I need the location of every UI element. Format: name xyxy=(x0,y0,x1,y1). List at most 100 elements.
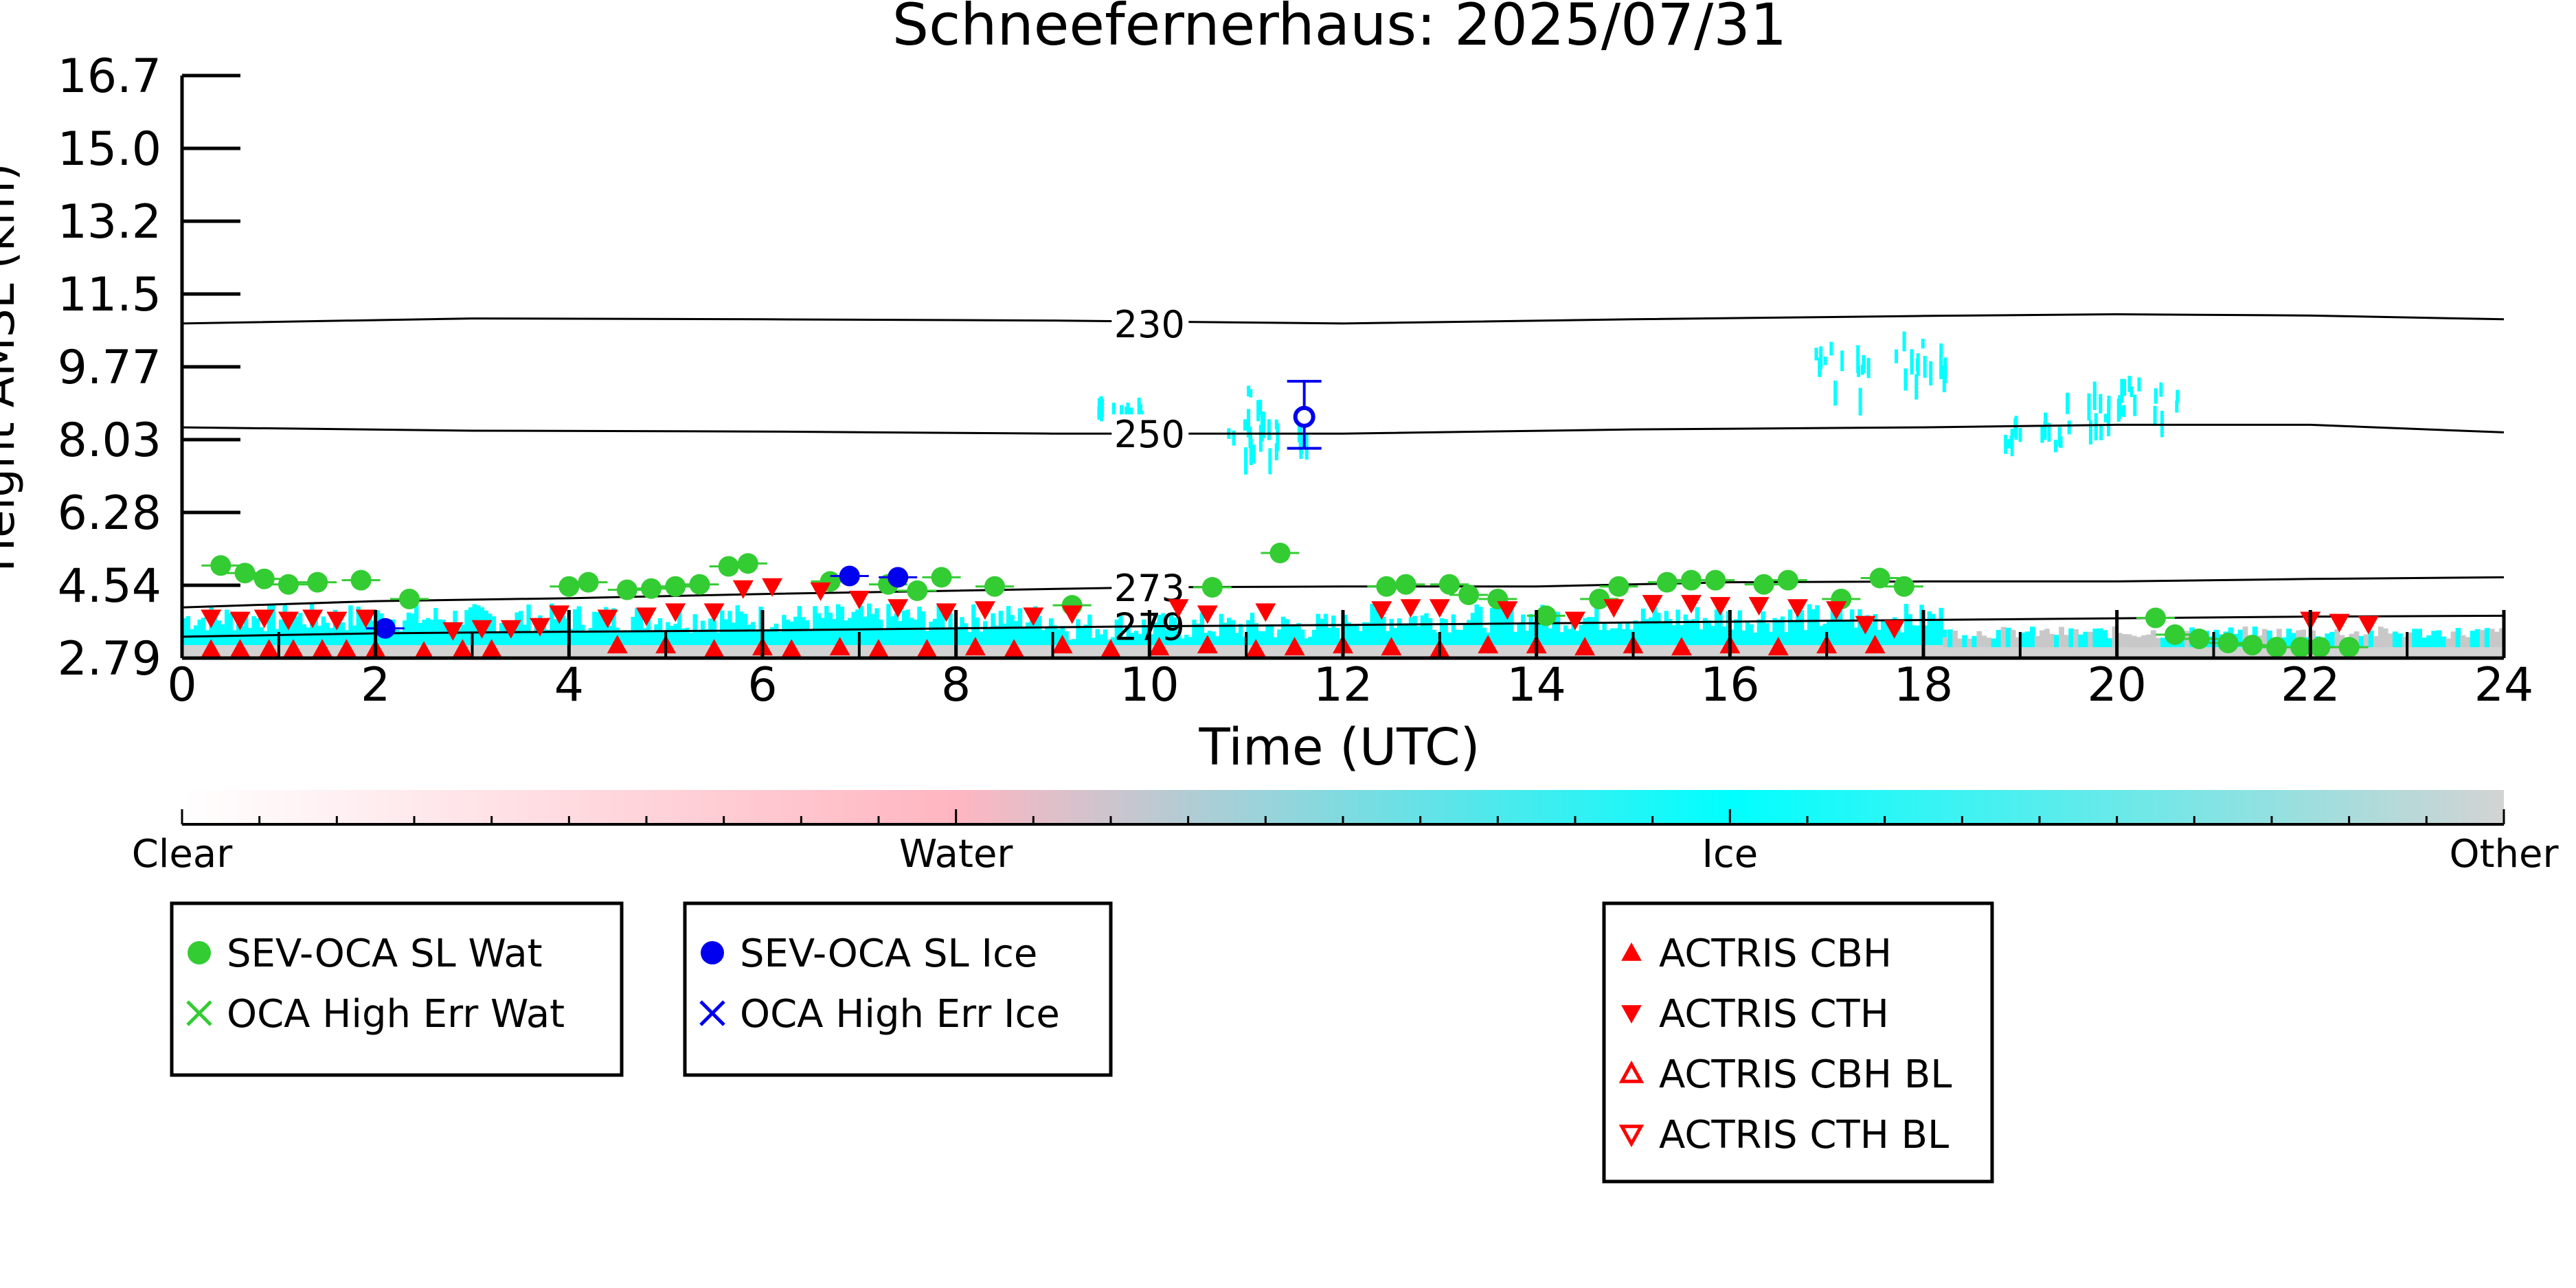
ice-column xyxy=(1838,607,1843,646)
cloud-column xyxy=(2097,628,2103,648)
ice-column xyxy=(1633,620,1638,646)
data-point xyxy=(1710,597,1731,616)
upper-ice-cloud xyxy=(1297,418,1301,442)
ice-column xyxy=(1142,619,1146,646)
upper-ice-cloud xyxy=(1276,423,1280,451)
ice-column xyxy=(778,631,782,646)
ice-column xyxy=(936,603,941,646)
ice-column xyxy=(1787,609,1793,646)
upper-ice-cloud xyxy=(1097,406,1101,420)
data-point xyxy=(336,639,357,658)
ice-column xyxy=(1118,615,1123,646)
ice-column xyxy=(1335,628,1340,646)
ice-column xyxy=(580,624,585,646)
ice-column xyxy=(352,625,357,646)
cloud-column xyxy=(2116,633,2123,648)
ice-column xyxy=(1416,626,1421,646)
cloud-column xyxy=(2460,635,2466,648)
ice-column xyxy=(886,604,891,646)
ice-column xyxy=(1761,611,1765,646)
contour-label: 250 xyxy=(1114,413,1185,456)
cloud-column xyxy=(2156,637,2161,648)
data-point xyxy=(703,639,725,658)
ice-column xyxy=(522,624,528,646)
data-point xyxy=(848,591,870,610)
ice-column xyxy=(1412,615,1417,646)
cloud-column xyxy=(2388,633,2393,648)
ice-column xyxy=(1354,625,1359,646)
x-tick-label: 24 xyxy=(2474,658,2534,712)
ice-column xyxy=(1815,605,1820,646)
data-point xyxy=(1458,584,1480,605)
data-point xyxy=(2165,624,2186,645)
ice-column xyxy=(1304,638,1309,646)
ice-column xyxy=(1780,616,1785,646)
upper-ice-cloud xyxy=(1856,345,1860,374)
ice-column xyxy=(666,622,670,646)
ice-column xyxy=(1091,637,1096,646)
ice-column xyxy=(1927,611,1932,646)
contour-line xyxy=(181,576,2505,609)
colorbar: Clear Water Ice Other xyxy=(132,790,2559,877)
data-point xyxy=(2189,628,2210,649)
series-actris-cth xyxy=(201,578,2379,641)
ice-column xyxy=(216,620,222,646)
ice-column xyxy=(1242,637,1247,646)
upper-ice-cloud xyxy=(1099,396,1103,409)
cloud-column xyxy=(2465,637,2471,648)
ice-column xyxy=(1451,614,1456,646)
ice-column xyxy=(1555,611,1561,646)
ice-column xyxy=(1749,624,1754,646)
data-point xyxy=(1608,576,1629,597)
data-point xyxy=(1061,605,1083,624)
ice-column xyxy=(491,616,497,646)
ice-column xyxy=(495,631,500,646)
upper-ice-cloud xyxy=(2107,400,2111,422)
ice-column xyxy=(669,625,675,646)
legend-entry: OCA High Err Ice xyxy=(699,992,1060,1037)
ice-column xyxy=(905,609,910,646)
ice-column xyxy=(1884,621,1890,646)
ice-column xyxy=(468,607,473,646)
upper-ice-cloud xyxy=(2120,379,2124,403)
cloud-column xyxy=(2088,631,2094,648)
data-point xyxy=(636,607,657,626)
upper-ice-cloud xyxy=(2043,421,2047,440)
upper-ice-cloud xyxy=(1120,405,1124,417)
upper-ice-cloud xyxy=(2123,379,2127,396)
ice-column xyxy=(1161,613,1166,646)
ice-column xyxy=(224,609,229,646)
ice-column xyxy=(1822,623,1827,646)
ice-column xyxy=(971,604,976,646)
cloud-column xyxy=(2368,630,2374,648)
ice-column xyxy=(1219,613,1224,646)
ice-column xyxy=(1784,632,1789,646)
cloud-column xyxy=(2417,629,2422,648)
x-tick-label: 20 xyxy=(2087,658,2147,712)
data-point xyxy=(964,637,986,656)
ice-column xyxy=(228,613,233,646)
legend-marker xyxy=(188,941,211,964)
ice-column xyxy=(1559,632,1564,646)
cloud-column xyxy=(1996,630,2002,648)
ice-column xyxy=(917,607,922,646)
legend-entry: ACTRIS CTH xyxy=(1621,992,1889,1037)
ice-column xyxy=(1675,609,1680,646)
ice-column xyxy=(1227,618,1232,646)
ice-column xyxy=(1041,630,1046,646)
ice-column xyxy=(611,608,616,646)
cloud-column xyxy=(2242,626,2248,648)
cloud-column xyxy=(2407,632,2413,648)
ice-column xyxy=(708,618,713,646)
data-point xyxy=(253,609,275,629)
legend-label: ACTRIS CTH BL xyxy=(1659,1113,1949,1157)
ice-column xyxy=(1199,612,1204,646)
upper-ice-cloud xyxy=(1268,448,1272,475)
legend-box: SEV-OCA SL Ice OCA High Err Ice xyxy=(683,901,1113,1077)
ice-column xyxy=(205,630,210,646)
ice-column xyxy=(561,615,566,646)
upper-ice-cloud xyxy=(2159,382,2163,397)
ice-column xyxy=(1076,619,1081,646)
data-point xyxy=(762,578,783,597)
ice-column xyxy=(731,622,736,646)
